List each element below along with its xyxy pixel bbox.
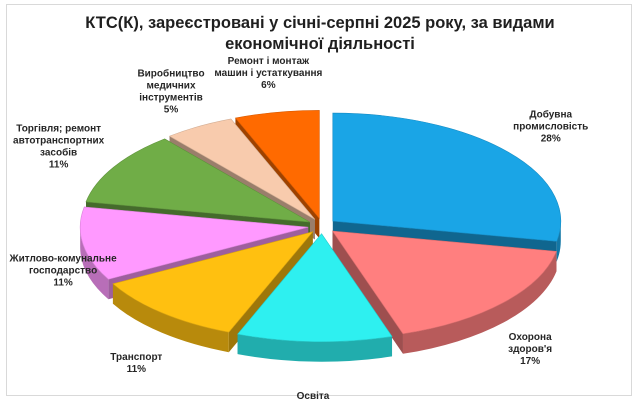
slice-label-line-4-0: Житлово-комунальне	[9, 253, 118, 264]
slice-label-6: Виробництво медичних інструментів 5%	[137, 68, 204, 116]
slice-label-1: Охорона здоров'я 17%	[508, 332, 552, 367]
pie-slice-side-1-1	[332, 231, 403, 354]
pie-slice-6	[168, 118, 316, 220]
slice-percent-4: 11%	[53, 277, 73, 288]
slice-label-line-7-1: машин і устаткування	[214, 68, 322, 79]
pie-slice-0	[332, 112, 562, 242]
slice-label-line-2-0: Освіта	[297, 391, 330, 402]
slice-label-line-1-1: здоров'я	[508, 344, 552, 355]
pie-slice-3	[112, 231, 314, 333]
pie-slice-2	[237, 233, 393, 342]
slice-label-4: Житлово-комунальне господарство 11%	[9, 253, 118, 288]
slice-percent-6: 5%	[164, 105, 179, 116]
slice-label-line-7-0: Ремонт і монтаж	[228, 56, 310, 67]
slice-label-2: Освіта11%	[297, 391, 330, 402]
slice-label-line-5-1: автотранспортних	[13, 136, 105, 147]
pie-slice-7	[234, 110, 320, 220]
slice-label-7: Ремонт і монтаж машин і устаткування 6%	[214, 56, 322, 91]
pie-labels: Добувна промисловість 28% Охорона здоров'я 17…	[9, 56, 589, 402]
pie-slice-4	[79, 206, 309, 280]
slice-label-line-6-2: інструментів	[139, 93, 203, 104]
chart-title: КТС(К), зареєстровані у січні-серпні 202…	[40, 13, 600, 55]
slice-label-line-5-0: Торгівля; ремонт	[16, 124, 101, 135]
pie-slice-5	[85, 138, 311, 223]
slice-label-line-4-1: господарство	[29, 265, 97, 276]
slice-percent-1: 17%	[520, 356, 540, 367]
chart-title-line-2: економічної діяльності	[225, 35, 415, 53]
slice-percent-7: 6%	[261, 80, 276, 91]
slice-label-line-0-0: Добувна	[529, 109, 572, 121]
slice-label-line-0-1: промисловість	[513, 122, 588, 133]
slice-percent-5: 11%	[49, 160, 69, 171]
slice-label-line-6-1: медичних	[147, 81, 196, 92]
slice-label-line-3-0: Транспорт	[110, 352, 162, 363]
pie-slice-wall-4-0	[80, 227, 109, 300]
slice-label-5: Торгівля; ремонт автотранспортних засобів 1…	[13, 124, 105, 171]
slice-percent-0: 28%	[541, 134, 561, 145]
pie-slice-wall-0-0	[556, 221, 561, 262]
slice-percent-3: 11%	[127, 364, 147, 375]
slice-label-line-6-0: Виробництво	[137, 68, 204, 80]
slice-label-line-5-2: засобів	[40, 147, 77, 159]
chart-title-line-1: КТС(К), зареєстровані у січні-серпні 202…	[85, 14, 555, 32]
slice-label-line-1-0: Охорона	[509, 332, 552, 343]
pie-slice-wall-1-0	[402, 251, 557, 354]
slice-label-3: Транспорт 11%	[110, 352, 162, 375]
pie-tops	[79, 110, 562, 342]
pie-slice-1	[331, 230, 557, 335]
slice-label-0: Добувна промисловість 28%	[513, 109, 588, 145]
pie-slice-wall-3-0	[112, 283, 229, 353]
